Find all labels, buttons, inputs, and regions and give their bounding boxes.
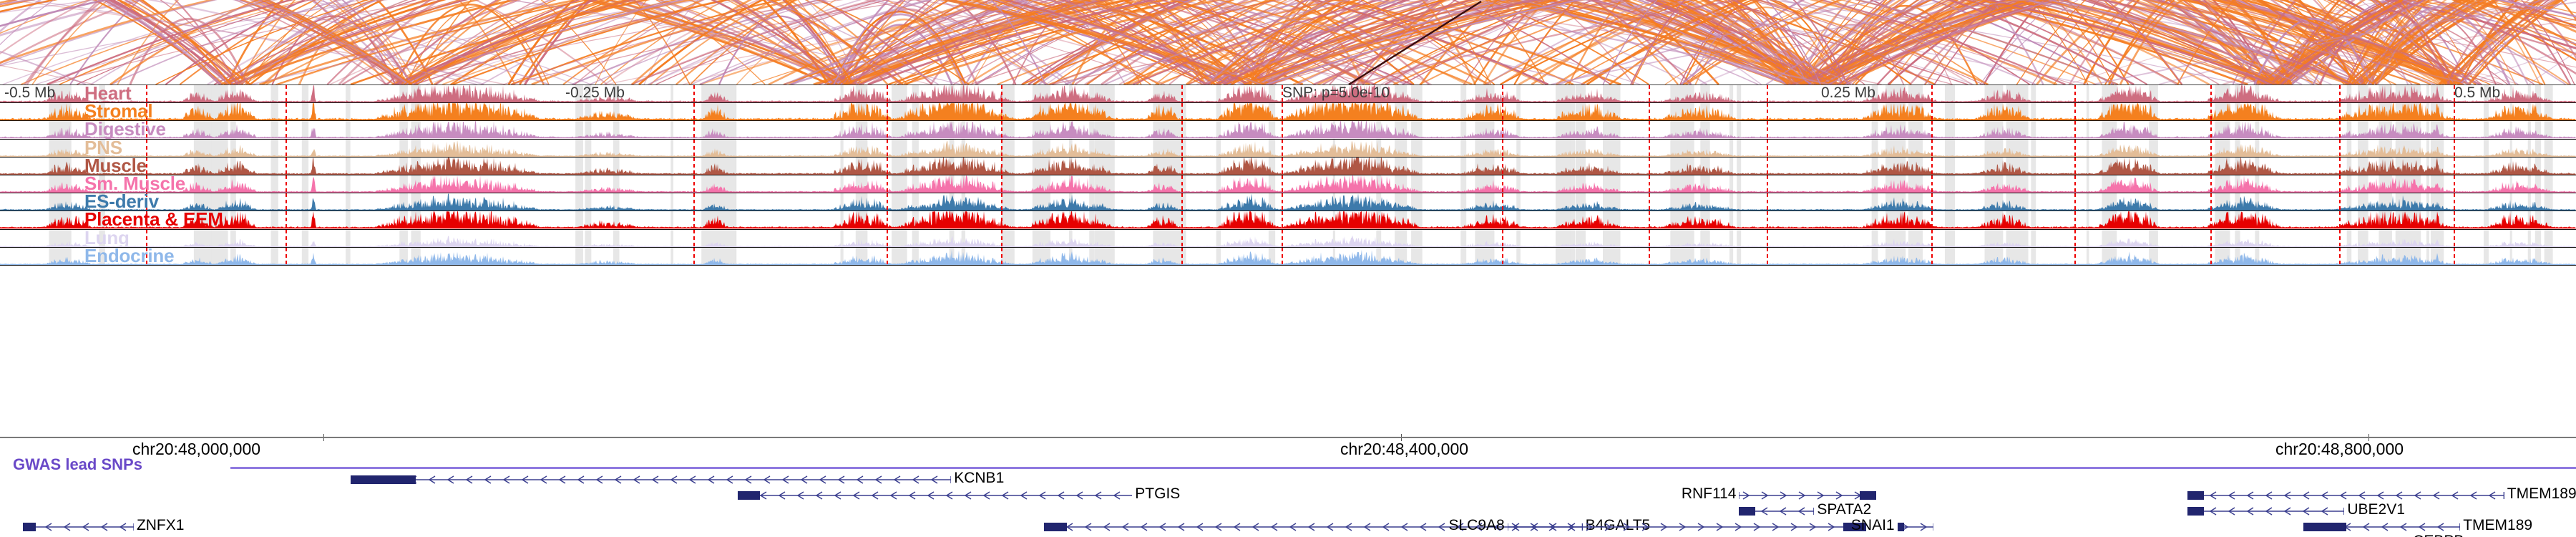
genomic-coordinate-strip: chr20:48,000,000 chr20:48,400,000 chr20:48… — [0, 434, 2576, 463]
gene-strand-arrows — [2187, 504, 2345, 518]
gene-strand-arrows — [2187, 488, 2504, 503]
gene-strand-arrows — [351, 473, 952, 487]
gene-exon-block — [22, 523, 36, 531]
gene-spata2[interactable]: SPATA2 — [1739, 501, 2000, 518]
signal-track-digestive[interactable]: Digestive — [0, 121, 2576, 140]
gene-label: SNAI1 — [1850, 517, 1895, 533]
gene-label: SLC9A8 — [1448, 517, 1505, 533]
gene-label: KCNB1 — [954, 470, 1005, 486]
gene-strand-arrows — [1044, 520, 1583, 534]
chromatin-interaction-arcs — [0, 0, 2576, 84]
signal-track-muscle[interactable]: Muscle — [0, 157, 2576, 175]
gene-exon-block — [1739, 507, 1756, 516]
signal-track-sm-muscle[interactable]: Sm. Muscle — [0, 175, 2576, 194]
gene-strand-arrows — [737, 488, 1133, 503]
gene-exon-block — [1044, 523, 1068, 531]
gene-label: CEBPB — [2413, 533, 2464, 537]
gene-b4galt5[interactable]: B4GALT5 — [1044, 517, 1768, 534]
signal-track-endocrine[interactable]: Endocrine — [0, 247, 2576, 266]
signal-track-placenta-eem[interactable]: Placenta & EEM — [0, 211, 2576, 230]
gene-label: PTGIS — [1135, 485, 1181, 502]
gene-slc9a8[interactable]: SLC9A8 — [1449, 518, 2053, 534]
track-signal-plot — [0, 247, 2576, 265]
signal-track-lung[interactable]: Lung — [0, 229, 2576, 248]
track-signal-plot — [0, 139, 2576, 157]
gene-tmem189-ube2v1[interactable]: TMEM189-UBE2V1 — [2187, 485, 2576, 503]
gene-label: RNF114 — [1681, 485, 1737, 502]
gene-tmem189[interactable]: TMEM189 — [2303, 517, 2576, 534]
track-signal-plot — [0, 175, 2576, 193]
gene-rnf114[interactable]: RNF114 — [1682, 486, 2059, 503]
gene-annotation-track: KCNB1 PTGIS ZNFX1 B4GALT5 SLC9A8 RNF114 SPATA2… — [0, 470, 2576, 537]
gene-kcnb1[interactable]: KCNB1 — [351, 470, 1137, 487]
coordinate-label: chr20:48,400,000 — [1340, 440, 1469, 458]
gene-exon-block — [1897, 523, 1904, 531]
gene-label: B4GALT5 — [1585, 517, 1651, 533]
gene-snai1[interactable]: SNAI1 — [1851, 518, 2119, 534]
gene-ube2v1[interactable]: UBE2V1 — [2187, 501, 2530, 518]
gene-exon-block — [737, 491, 761, 500]
track-signal-plot — [0, 157, 2576, 175]
signal-track-stromal[interactable]: Stromal — [0, 103, 2576, 122]
gene-exon-block — [351, 475, 416, 484]
coordinate-label: chr20:48,000,000 — [132, 440, 261, 458]
gene-label: TMEM189 — [2463, 517, 2533, 533]
track-signal-plot — [0, 229, 2576, 247]
gene-exon-block — [2303, 523, 2346, 531]
signal-track-heart[interactable]: Heart — [0, 84, 2576, 104]
gene-cebpb[interactable]: CEBPB — [2413, 533, 2576, 537]
gene-znfx1[interactable]: ZNFX1 — [22, 517, 320, 534]
snp-pvalue-annotation: SNP: p=5.0e-10 — [1282, 84, 1390, 101]
gwas-lead-snps-rule — [230, 467, 2576, 469]
gene-exon-block — [2187, 491, 2205, 500]
coordinate-strip-divider — [0, 437, 2576, 438]
track-signal-plot — [0, 211, 2576, 229]
track-signal-plot — [0, 193, 2576, 211]
gene-ptgis[interactable]: PTGIS — [737, 485, 1319, 503]
gene-label: UBE2V1 — [2347, 501, 2405, 518]
gene-label: SPATA2 — [1817, 501, 1872, 518]
track-signal-plot — [0, 85, 2576, 103]
coordinate-label: chr20:48,800,000 — [2275, 440, 2404, 458]
gene-strand-arrows — [22, 520, 134, 534]
gene-exon-block — [2187, 507, 2205, 516]
gene-strand-arrows — [1507, 520, 1867, 534]
gene-exon-block — [1843, 523, 1867, 531]
gene-label: TMEM189-UBE2V1 — [2507, 485, 2576, 502]
gene-exon-block — [1860, 491, 1876, 500]
track-signal-plot — [0, 103, 2576, 121]
gwas-lead-snps-label: GWAS lead SNPs — [13, 455, 142, 473]
signal-track-stack: Heart Stromal Digestive PNS Muscle Sm. Muscle… — [0, 84, 2576, 266]
gene-label: ZNFX1 — [136, 517, 185, 533]
gene-strand-arrows — [1739, 488, 1873, 503]
signal-track-es-deriv[interactable]: ES-deriv — [0, 193, 2576, 212]
track-signal-plot — [0, 121, 2576, 139]
signal-track-pns[interactable]: PNS — [0, 139, 2576, 158]
